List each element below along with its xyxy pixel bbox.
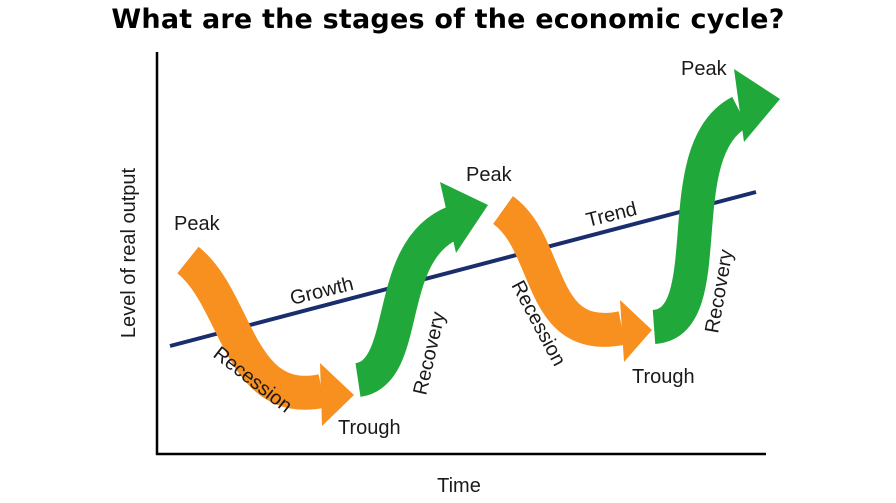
y-axis-label: Level of real output <box>118 168 140 339</box>
peak-label-3: Peak <box>681 58 728 80</box>
peak-label-2: Peak <box>466 164 513 186</box>
recession-arrow-1 <box>176 246 354 426</box>
page-title: What are the stages of the economic cycl… <box>111 4 785 35</box>
peak-label-1: Peak <box>174 213 221 235</box>
recession-arrow-2 <box>492 196 652 362</box>
trough-label-1: Trough <box>338 417 401 439</box>
trend-line <box>169 190 757 348</box>
recovery-arrow-2 <box>650 69 780 344</box>
trough-label-2: Trough <box>632 366 695 388</box>
recovery-arrow-1 <box>353 182 488 397</box>
x-axis-label: Time <box>437 475 481 497</box>
recovery-label-1: Recovery <box>409 310 449 397</box>
